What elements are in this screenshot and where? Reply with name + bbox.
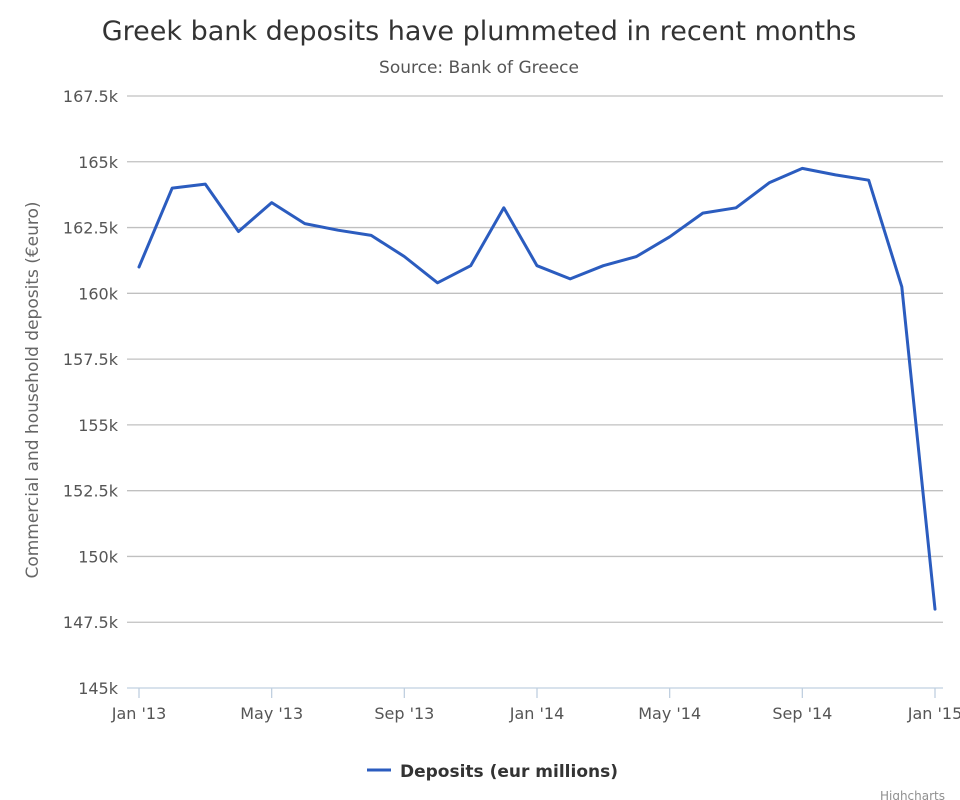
x-tick-label: Jan '15 — [907, 704, 960, 723]
data-point[interactable] — [896, 281, 908, 293]
data-point[interactable] — [199, 178, 211, 190]
data-point[interactable] — [365, 229, 377, 241]
y-tick-label: 147.5k — [63, 613, 119, 632]
data-point[interactable] — [299, 218, 311, 230]
credits-link[interactable]: Highcharts — [880, 789, 945, 800]
series-layer — [133, 162, 941, 615]
chart-title: Greek bank deposits have plummeted in re… — [102, 16, 857, 47]
data-point[interactable] — [631, 250, 643, 262]
data-point[interactable] — [266, 197, 278, 209]
data-point[interactable] — [763, 177, 775, 189]
x-tick-label: Jan '13 — [111, 704, 167, 723]
x-tick-label: May '13 — [240, 704, 303, 723]
y-tick-label: 165k — [78, 153, 119, 172]
legend-label[interactable]: Deposits (eur millions) — [400, 762, 618, 782]
y-tick-label: 162.5k — [63, 219, 119, 238]
data-point[interactable] — [133, 261, 145, 273]
data-point[interactable] — [796, 162, 808, 174]
x-tick-label: May '14 — [638, 704, 701, 723]
y-tick-label: 150k — [78, 547, 119, 566]
data-point[interactable] — [730, 202, 742, 214]
y-tick-label: 167.5k — [63, 87, 119, 106]
x-tick-label: Jan '14 — [509, 704, 565, 723]
legend[interactable]: Deposits (eur millions) — [367, 762, 618, 782]
data-point[interactable] — [166, 182, 178, 194]
data-point[interactable] — [233, 226, 245, 238]
data-point[interactable] — [531, 260, 543, 272]
data-point[interactable] — [597, 260, 609, 272]
data-point[interactable] — [863, 174, 875, 186]
y-tick-label: 152.5k — [63, 482, 119, 501]
data-point[interactable] — [498, 202, 510, 214]
data-point[interactable] — [398, 250, 410, 262]
x-axis-ticks: Jan '13 May '13 Sep '13 Jan '14 May '14 Sep '… — [111, 688, 960, 723]
y-gridlines — [127, 95, 943, 623]
series-line-deposits[interactable] — [137, 166, 937, 611]
y-tick-label: 160k — [78, 284, 119, 303]
data-point[interactable] — [664, 231, 676, 243]
y-tick-label: 145k — [78, 679, 119, 698]
data-point[interactable] — [929, 603, 941, 615]
data-point[interactable] — [465, 260, 477, 272]
y-axis-title: Commercial and household deposits (€euro… — [23, 201, 43, 578]
y-axis-ticks: 145k 147.5k 150k 152.5k 155k 157.5k 160k 162.5k… — [63, 87, 119, 698]
y-tick-label: 157.5k — [63, 350, 119, 369]
data-point[interactable] — [830, 169, 842, 181]
y-tick-label: 155k — [78, 416, 119, 435]
data-point[interactable] — [432, 277, 444, 289]
x-tick-label: Sep '13 — [374, 704, 434, 723]
x-tick-label: Sep '14 — [772, 704, 832, 723]
chart-subtitle: Source: Bank of Greece — [379, 58, 579, 78]
data-point[interactable] — [564, 273, 576, 285]
data-point[interactable] — [697, 207, 709, 219]
data-point[interactable] — [332, 224, 344, 236]
